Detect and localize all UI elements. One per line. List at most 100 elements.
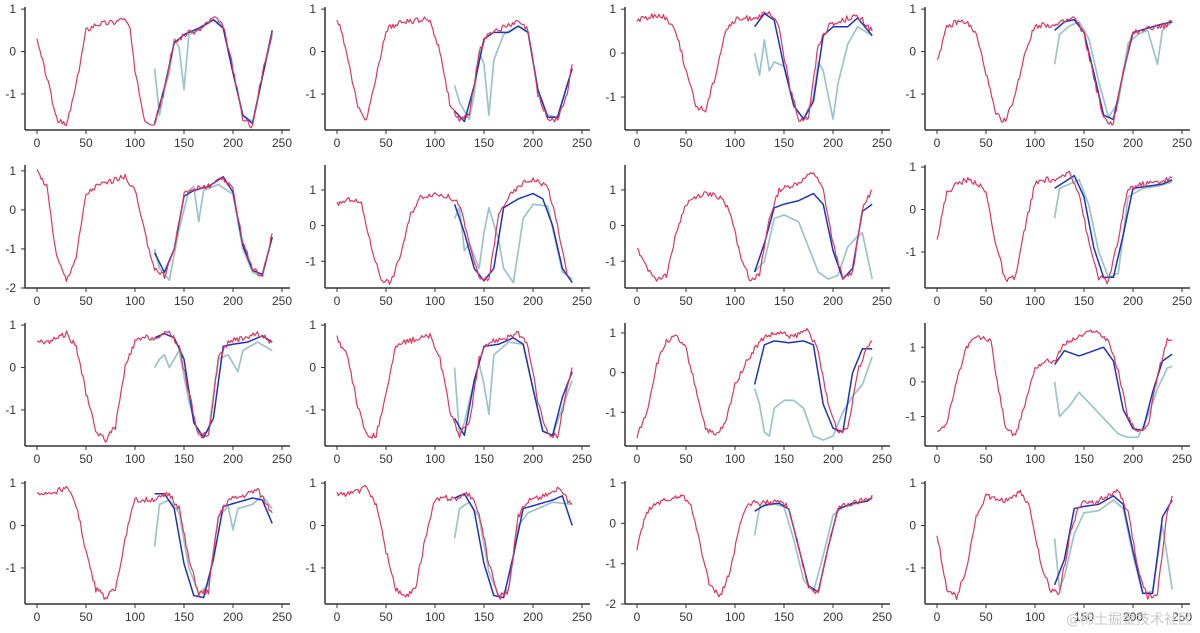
y-tick-label: 0 (609, 219, 616, 233)
y-tick-label: 0 (609, 516, 616, 530)
series-truth (36, 485, 273, 600)
y-tick-label: 1 (309, 183, 316, 197)
x-tick-label: 50 (379, 136, 393, 150)
series-pred-a (1054, 174, 1173, 279)
x-tick-label: 200 (1123, 610, 1143, 624)
series-truth (336, 484, 573, 600)
y-tick-label: 1 (609, 476, 616, 490)
y-tick-label: -1 (5, 403, 16, 417)
x-tick-label: 0 (634, 452, 641, 466)
y-tick-label: -2 (605, 597, 616, 611)
series-pred-a (1053, 346, 1173, 432)
y-tick-label: 0 (909, 203, 916, 217)
x-tick-label: 250 (1172, 294, 1192, 308)
series-pred-b (153, 183, 274, 282)
x-tick-label: 250 (272, 294, 292, 308)
x-tick-label: 0 (334, 294, 341, 308)
y-tick-label: 0 (909, 375, 916, 389)
x-tick-label: 100 (125, 452, 145, 466)
x-tick-label: 100 (125, 136, 145, 150)
x-tick-label: 100 (425, 610, 445, 624)
series-truth (636, 327, 873, 439)
panel-12: -1 0 1 0 50 100 150 200 250 (905, 323, 1192, 466)
x-tick-label: 250 (872, 294, 892, 308)
y-tick-label: 1 (9, 476, 16, 490)
y-tick-label: -1 (5, 561, 16, 575)
x-tick-label: 50 (79, 610, 93, 624)
panel-1: -1 0 1 0 50 100 150 200 250 (5, 2, 292, 150)
panel-8: -1 0 1 0 50 100 150 200 250 (905, 160, 1192, 308)
x-tick-label: 150 (774, 610, 794, 624)
series-pred-a (1053, 495, 1173, 595)
y-tick-label: -1 (605, 90, 616, 104)
y-tick-label: -2 (5, 281, 16, 295)
x-tick-label: 100 (725, 610, 745, 624)
y-tick-label: 0 (309, 219, 316, 233)
watermark: @稀土掘金技术社区 (1066, 612, 1192, 628)
series-truth (936, 170, 1173, 285)
panel-10: -1 0 1 0 50 100 150 200 250 (305, 318, 592, 466)
x-tick-label: 50 (979, 452, 993, 466)
x-tick-label: 50 (679, 610, 693, 624)
series-pred-a (753, 192, 873, 280)
panel-13: -1 0 1 0 50 100 150 200 250 (5, 476, 292, 624)
series-truth (636, 494, 873, 598)
y-tick-label: 0 (9, 45, 16, 59)
x-tick-label: 200 (1123, 136, 1143, 150)
x-tick-label: 250 (272, 610, 292, 624)
x-tick-label: 50 (79, 452, 93, 466)
series-pred-b (453, 25, 574, 121)
x-tick-label: 0 (34, 136, 41, 150)
y-tick-label: -1 (305, 254, 316, 268)
x-tick-label: 100 (425, 452, 445, 466)
y-tick-label: -1 (605, 254, 616, 268)
y-tick-label: 1 (909, 340, 916, 354)
series-pred-a (453, 337, 573, 437)
y-tick-label: 1 (309, 2, 316, 16)
x-tick-label: 50 (679, 136, 693, 150)
x-tick-label: 150 (1074, 294, 1094, 308)
x-tick-label: 150 (1074, 452, 1094, 466)
series-pred-b (753, 25, 873, 120)
series-pred-b (753, 498, 873, 593)
series-pred-b (153, 341, 273, 437)
panel-15: -2 -1 0 1 0 50 100 150 200 250 (605, 476, 892, 624)
y-tick-label: -1 (605, 405, 616, 419)
x-tick-label: 250 (572, 452, 592, 466)
x-tick-label: 150 (1074, 610, 1094, 624)
x-tick-label: 250 (272, 136, 292, 150)
x-tick-label: 0 (334, 136, 341, 150)
y-tick-label: 0 (909, 45, 916, 59)
panel-2: -1 0 1 0 50 100 150 200 250 (305, 2, 592, 150)
series-pred-b (153, 18, 274, 123)
x-tick-label: 200 (223, 136, 243, 150)
y-tick-label: 1 (909, 476, 916, 490)
x-tick-label: 100 (725, 452, 745, 466)
x-tick-label: 0 (334, 610, 341, 624)
x-tick-label: 200 (823, 136, 843, 150)
y-tick-label: -1 (305, 561, 316, 575)
x-tick-label: 0 (934, 294, 941, 308)
x-tick-label: 50 (379, 294, 393, 308)
x-tick-label: 100 (125, 610, 145, 624)
x-tick-label: 250 (572, 294, 592, 308)
x-tick-label: 100 (725, 136, 745, 150)
x-tick-label: 150 (1074, 136, 1094, 150)
series-pred-a (1054, 18, 1173, 121)
y-tick-label: 0 (309, 45, 316, 59)
x-tick-label: 250 (272, 452, 292, 466)
y-tick-label: 0 (9, 203, 16, 217)
y-tick-label: -1 (305, 403, 316, 417)
y-tick-label: -1 (905, 561, 916, 575)
x-tick-label: 200 (223, 610, 243, 624)
y-tick-label: 1 (309, 476, 316, 490)
series-pred-b (453, 203, 573, 284)
x-tick-label: 50 (979, 294, 993, 308)
series-truth (936, 329, 1173, 437)
x-tick-label: 200 (1123, 452, 1143, 466)
y-tick-label: 1 (909, 2, 916, 16)
x-tick-label: 150 (774, 452, 794, 466)
panel-14: -1 0 1 0 50 100 150 200 250 (305, 476, 592, 624)
x-tick-label: 250 (1172, 452, 1192, 466)
